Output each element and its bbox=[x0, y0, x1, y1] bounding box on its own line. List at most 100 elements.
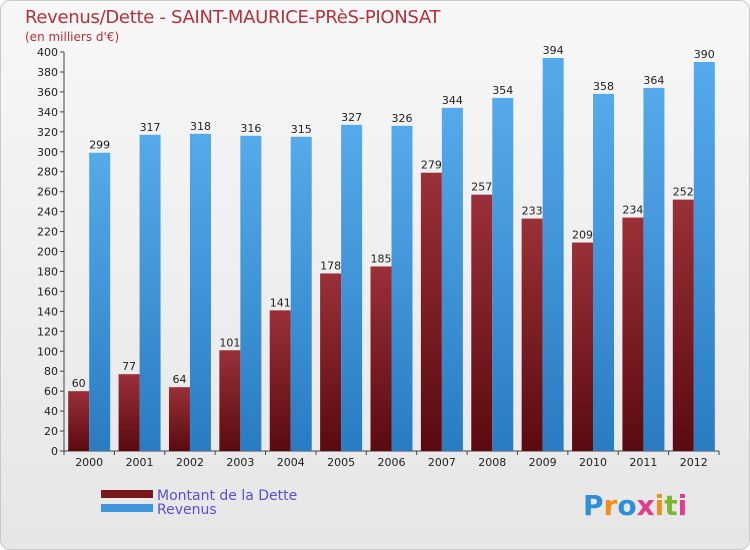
bar-debt bbox=[521, 218, 543, 451]
data-label: 326 bbox=[392, 112, 413, 125]
y-tick-label: 340 bbox=[37, 106, 58, 119]
data-label: 141 bbox=[270, 296, 291, 309]
bar-debt bbox=[622, 217, 644, 451]
bar-debt bbox=[269, 310, 291, 451]
y-tick-label: 60 bbox=[44, 385, 58, 398]
y-tick-label: 180 bbox=[37, 265, 58, 278]
y-tick-label: 220 bbox=[37, 226, 58, 239]
data-label: 279 bbox=[421, 159, 442, 172]
logo-letter: x bbox=[636, 489, 655, 522]
data-label: 299 bbox=[89, 139, 110, 152]
bar-debt bbox=[672, 199, 694, 451]
bar-revenue bbox=[593, 93, 615, 452]
data-label: 252 bbox=[673, 186, 694, 199]
bar-revenue bbox=[341, 124, 363, 451]
y-tick-label: 200 bbox=[37, 246, 58, 259]
data-label: 233 bbox=[522, 205, 543, 218]
data-label: 364 bbox=[643, 74, 664, 87]
y-tick-label: 300 bbox=[37, 146, 58, 159]
legend-swatch-debt bbox=[101, 490, 153, 498]
data-label: 234 bbox=[622, 204, 643, 217]
x-tick-label: 2006 bbox=[378, 456, 406, 469]
x-tick-label: 2004 bbox=[277, 456, 305, 469]
bar-revenue bbox=[189, 133, 211, 452]
y-tick-label: 240 bbox=[37, 206, 58, 219]
legend-swatch-revenue bbox=[101, 504, 153, 512]
data-label: 315 bbox=[291, 123, 312, 136]
bar-debt bbox=[118, 374, 140, 451]
bar-revenue bbox=[441, 107, 463, 452]
bar-revenue bbox=[240, 135, 262, 452]
x-tick-label: 2001 bbox=[126, 456, 154, 469]
x-tick-label: 2000 bbox=[75, 456, 103, 469]
data-label: 358 bbox=[593, 80, 614, 93]
data-label: 327 bbox=[341, 111, 362, 124]
data-label: 77 bbox=[122, 360, 136, 373]
x-tick-label: 2008 bbox=[478, 456, 506, 469]
data-label: 390 bbox=[694, 48, 715, 61]
bar-revenue bbox=[391, 125, 413, 451]
y-tick-label: 20 bbox=[44, 425, 58, 438]
bar-revenue bbox=[693, 61, 715, 451]
x-tick-label: 2003 bbox=[226, 456, 254, 469]
x-tick-label: 2005 bbox=[327, 456, 355, 469]
y-tick-label: 260 bbox=[37, 186, 58, 199]
bar-revenue bbox=[290, 136, 312, 451]
y-tick-label: 140 bbox=[37, 305, 58, 318]
data-label: 60 bbox=[72, 377, 86, 390]
bar-revenue bbox=[139, 134, 161, 452]
bar-debt bbox=[471, 194, 493, 451]
chart-bars bbox=[68, 57, 715, 452]
bar-revenue bbox=[492, 97, 514, 451]
x-tick-label: 2009 bbox=[529, 456, 557, 469]
x-tick-label: 2002 bbox=[176, 456, 204, 469]
y-tick-label: 40 bbox=[44, 405, 58, 418]
chart-subtitle: (en milliers d'€) bbox=[25, 30, 120, 44]
y-tick-label: 0 bbox=[51, 445, 58, 458]
data-label: 185 bbox=[371, 252, 392, 265]
bar-debt bbox=[420, 172, 442, 451]
legend-label-debt: Montant de la Dette bbox=[157, 488, 297, 504]
data-label: 394 bbox=[543, 44, 564, 57]
y-tick-label: 80 bbox=[44, 365, 58, 378]
y-tick-label: 280 bbox=[37, 166, 58, 179]
legend-label-revenue: Revenus bbox=[157, 502, 217, 518]
logo-letter: t bbox=[664, 489, 678, 522]
proxiti-logo: Proxiti bbox=[583, 489, 687, 522]
logo-letter: i bbox=[654, 489, 665, 522]
logo-letter: i bbox=[677, 489, 688, 522]
bar-revenue bbox=[89, 152, 111, 451]
data-label: 257 bbox=[471, 181, 492, 194]
bar-debt bbox=[219, 350, 241, 451]
logo-letter: r bbox=[603, 489, 618, 522]
y-tick-label: 160 bbox=[37, 285, 58, 298]
data-label: 178 bbox=[320, 259, 341, 272]
x-tick-label: 2010 bbox=[579, 456, 607, 469]
data-label: 64 bbox=[172, 373, 186, 386]
chart-data-labels: 60 299 77 317 64 318 101 316 141 315 178 327 185 326 2… bbox=[72, 44, 715, 390]
data-label: 354 bbox=[492, 84, 513, 97]
data-label: 344 bbox=[442, 94, 463, 107]
bar-debt bbox=[168, 387, 190, 451]
bar-debt bbox=[68, 391, 90, 451]
data-label: 101 bbox=[219, 336, 240, 349]
data-label: 209 bbox=[572, 229, 593, 242]
y-tick-label: 120 bbox=[37, 325, 58, 338]
logo-letter: o bbox=[617, 489, 637, 522]
x-tick-label: 2007 bbox=[428, 456, 456, 469]
bar-revenue bbox=[643, 87, 665, 451]
logo-letter: P bbox=[583, 489, 604, 522]
chart-title: Revenus/Dette - SAINT-MAURICE-PRèS-PIONS… bbox=[25, 7, 441, 28]
y-tick-label: 400 bbox=[37, 46, 58, 59]
data-label: 317 bbox=[140, 121, 161, 134]
data-label: 318 bbox=[190, 120, 211, 133]
y-tick-label: 360 bbox=[37, 86, 58, 99]
x-tick-label: 2012 bbox=[680, 456, 708, 469]
x-tick-label: 2011 bbox=[629, 456, 657, 469]
data-label: 316 bbox=[240, 122, 261, 135]
y-tick-label: 380 bbox=[37, 66, 58, 79]
y-tick-label: 100 bbox=[37, 345, 58, 358]
